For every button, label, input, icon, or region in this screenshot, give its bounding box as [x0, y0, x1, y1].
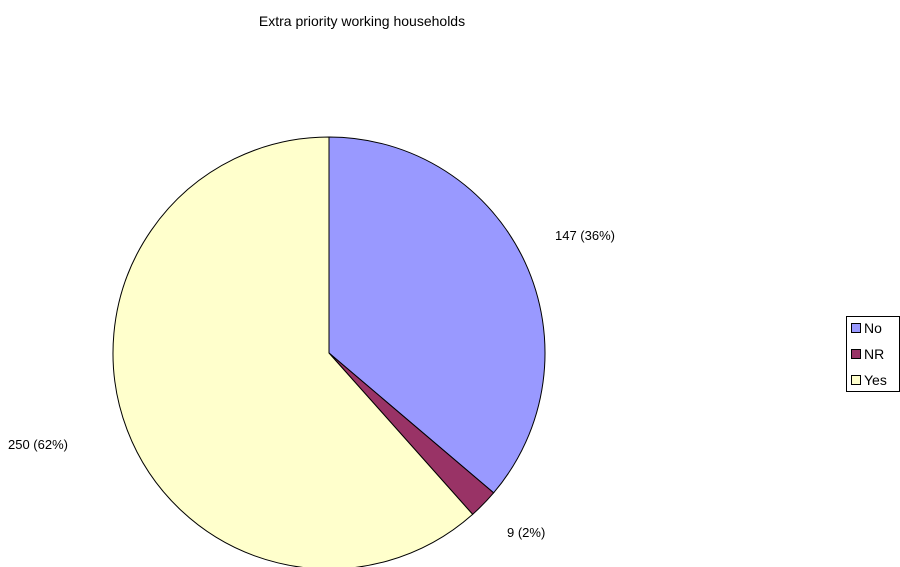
slice-label-no: 147 (36%)	[555, 228, 615, 243]
legend-item-no: No	[851, 319, 882, 337]
legend-label-yes: Yes	[864, 372, 887, 388]
legend-swatch-no	[851, 323, 861, 333]
chart-title: Extra priority working households	[259, 13, 465, 29]
chart-legend: No NR Yes	[846, 316, 900, 392]
pie-slices	[112, 136, 546, 567]
pie-slice-no	[328, 136, 546, 494]
pie-slice-yes	[112, 136, 474, 567]
legend-item-nr: NR	[851, 345, 884, 363]
slice-label-nr: 9 (2%)	[507, 525, 545, 540]
legend-label-no: No	[864, 320, 882, 336]
slice-label-yes: 250 (62%)	[8, 437, 68, 452]
legend-swatch-nr	[851, 349, 861, 359]
legend-swatch-yes	[851, 375, 861, 385]
legend-label-nr: NR	[864, 346, 885, 362]
legend-item-yes: Yes	[851, 371, 887, 389]
